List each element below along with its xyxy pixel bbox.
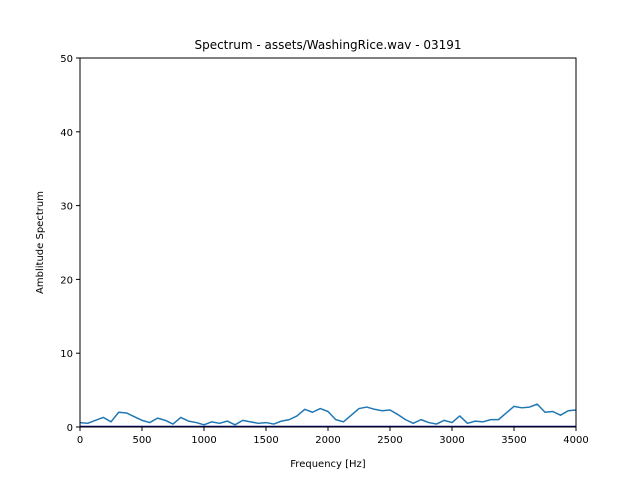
x-axis-label: Frequency [Hz]: [290, 459, 366, 470]
axes-frame: [79, 57, 577, 428]
y-tick-label: 30: [60, 202, 73, 213]
y-tick-label: 0: [67, 423, 73, 434]
x-tick-label: 2500: [377, 435, 402, 446]
x-tick-label: 2000: [315, 435, 340, 446]
x-tick-label: 1500: [253, 435, 278, 446]
chart-title: Spectrum - assets/WashingRice.wav - 0319…: [194, 38, 461, 52]
x-tick-label: 500: [132, 435, 151, 446]
y-tick-label: 20: [60, 275, 73, 286]
y-tick-label: 10: [60, 349, 73, 360]
y-axis: 0 10 20 30 40 50: [60, 54, 80, 434]
series-line-0: [79, 403, 577, 426]
y-tick-label: 40: [60, 128, 73, 139]
plot-area: [79, 403, 577, 428]
y-tick-label: 50: [60, 54, 73, 65]
x-tick-label: 3500: [501, 435, 526, 446]
x-tick-label: 3000: [439, 435, 464, 446]
x-tick-label: 0: [77, 435, 83, 446]
x-tick-label: 1000: [191, 435, 216, 446]
x-tick-label: 4000: [563, 435, 588, 446]
y-axis-label: Amblitude Spectrum: [35, 191, 46, 294]
x-axis: 0 500 1000 1500 2000 2500 3000 3500 4000: [77, 427, 589, 446]
